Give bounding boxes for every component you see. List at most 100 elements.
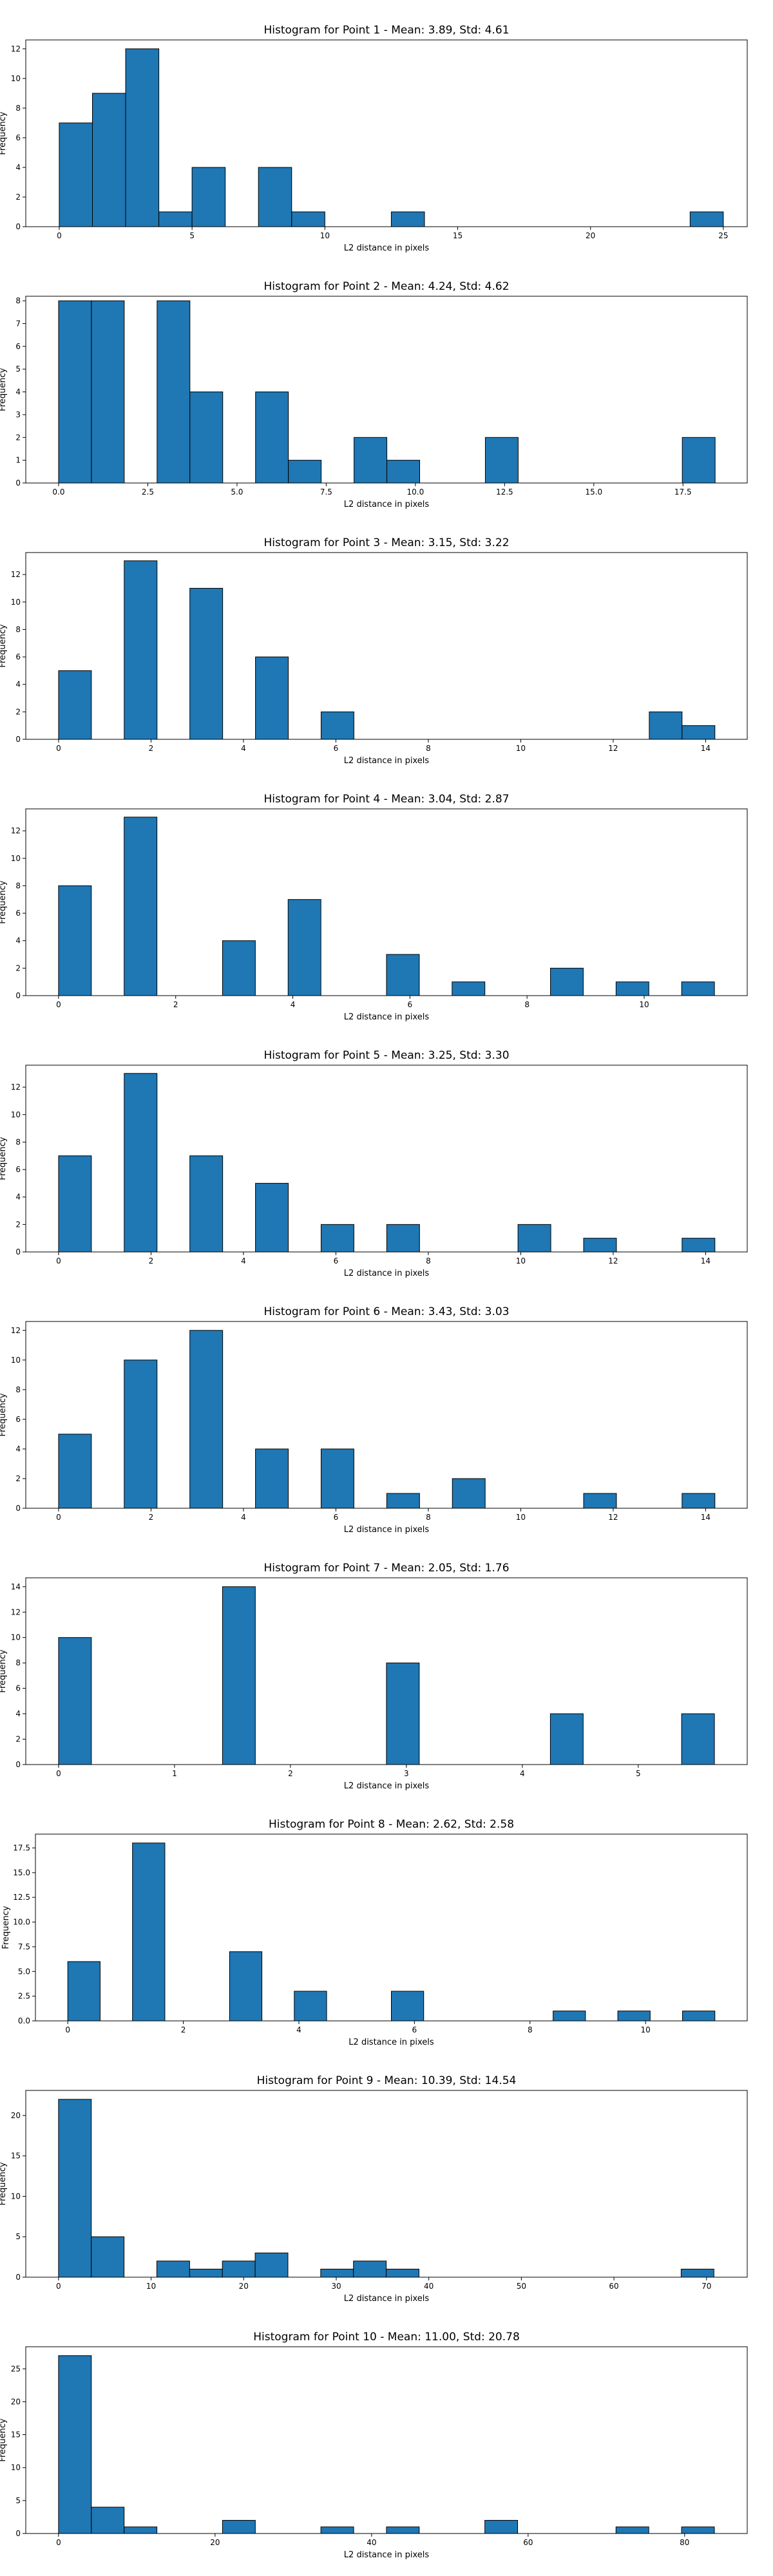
x-tick-label: 4 [520,1769,525,1778]
x-tick-label: 6 [334,744,339,753]
y-tick-label: 8 [15,104,21,113]
y-tick-label: 10 [11,598,21,607]
histogram-bar [649,711,683,740]
y-tick-label: 3 [15,410,21,419]
x-tick-label: 40 [367,2538,376,2547]
histogram-bar [91,2506,125,2534]
chart-title: Histogram for Point 1 - Mean: 3.89, Std:… [263,24,509,37]
chart-title: Histogram for Point 4 - Mean: 3.04, Std:… [263,793,509,806]
histogram-bar [191,167,226,227]
histogram-panel-7: Histogram for Point 7 - Mean: 2.05, Std:… [0,1562,748,1791]
y-tick-label: 0 [15,735,21,744]
x-axis-label: L2 distance in pixels [344,1012,430,1022]
plot-frame [25,2346,748,2534]
y-tick-label: 8 [15,1137,21,1146]
histogram-bar [682,437,716,484]
x-tick-label: 8 [524,1000,530,1009]
x-tick-label: 2.5 [142,488,154,497]
x-axis-label: L2 distance in pixels [344,2294,430,2304]
plot-frame [25,552,748,740]
histogram-bar [124,2526,158,2534]
plot-frame [25,1577,748,1765]
histogram-bar [58,1637,92,1765]
y-tick-label: 0 [15,478,21,488]
x-tick-label: 20 [210,2538,220,2547]
plot-frame [25,1321,748,1509]
histogram-bar [681,1713,715,1765]
x-tick-label: 8 [426,1513,431,1522]
histogram-bar [124,1073,158,1253]
x-tick-label: 12 [608,744,618,753]
x-tick-label: 4 [296,2025,301,2034]
y-tick-label: 1 [15,456,21,465]
x-tick-label: 30 [331,2282,341,2291]
histogram-bar [549,1713,584,1765]
x-tick-label: 0 [56,2538,61,2547]
y-tick-label: 12 [11,44,21,53]
histogram-bar [615,2526,649,2534]
histogram-panel-8: Histogram for Point 8 - Mean: 2.62, Std:… [1,1818,748,2047]
histogram-bar [680,2268,714,2278]
x-tick-label: 3 [404,1769,409,1778]
histogram-bar [484,2520,519,2534]
x-tick-label: 5 [189,231,195,240]
y-tick-label: 8 [15,1385,21,1394]
y-tick-label: 0.0 [18,2016,30,2025]
histogram-panel-9: Histogram for Point 9 - Mean: 10.39, Std… [0,2074,748,2304]
histogram-bar [58,300,92,484]
x-tick-label: 25 [718,231,728,240]
y-tick-label: 6 [15,133,21,142]
y-tick-label: 10 [11,2192,21,2201]
y-tick-label: 2 [15,1735,21,1744]
x-tick-label: 7.5 [320,488,332,497]
y-tick-label: 4 [15,936,21,945]
histogram-bar [255,1448,289,1509]
plot-frame [25,296,748,484]
plot-frame [25,1065,748,1253]
y-tick-label: 8 [15,881,21,890]
plot-frame [25,39,748,227]
y-tick-label: 7 [15,319,21,328]
plot-frame [25,808,748,996]
histogram-bar [386,2268,419,2278]
histogram-bar [320,2526,354,2534]
x-tick-label: 4 [241,744,246,753]
x-axis-label: L2 distance in pixels [344,500,430,509]
histogram-panel-3: Histogram for Point 3 - Mean: 3.15, Std:… [0,536,748,766]
y-tick-label: 2 [15,707,21,716]
x-tick-label: 15 [453,231,463,240]
x-tick-label: 12 [608,1513,618,1522]
y-axis-label: Frequency [1,1906,11,1949]
y-tick-label: 6 [15,909,21,918]
y-tick-label: 10 [11,854,21,863]
chart-title: Histogram for Point 8 - Mean: 2.62, Std:… [269,1818,514,1831]
y-tick-label: 6 [15,1684,21,1693]
y-tick-label: 14 [11,1582,21,1591]
x-tick-label: 0 [65,2025,70,2034]
x-tick-label: 6 [412,2025,417,2034]
histogram-panel-2: Histogram for Point 2 - Mean: 4.24, Std:… [0,280,748,509]
histogram-bar [320,711,354,740]
y-tick-label: 2 [15,963,21,972]
y-tick-label: 2 [15,1220,21,1229]
x-tick-label: 2 [149,744,154,753]
y-axis-label: Frequency [0,2418,8,2461]
x-tick-label: 0 [56,1256,61,1265]
histogram-bar [189,392,224,484]
x-tick-label: 14 [701,1513,711,1522]
x-axis-label: L2 distance in pixels [344,1781,430,1791]
histogram-bar [222,2260,256,2278]
histogram-bar [125,48,160,227]
histogram-panel-5: Histogram for Point 5 - Mean: 3.25, Std:… [0,1049,748,1278]
x-tick-label: 5 [636,1769,641,1778]
histogram-bar [617,2011,651,2022]
histogram-bar [320,1448,354,1509]
x-tick-label: 0 [56,1000,61,1009]
y-tick-label: 8 [15,296,21,305]
y-tick-label: 10 [11,74,21,83]
plot-frame [35,1833,748,2022]
x-tick-label: 20 [586,231,595,240]
x-tick-label: 8 [426,1256,431,1265]
y-axis-label: Frequency [0,624,8,667]
